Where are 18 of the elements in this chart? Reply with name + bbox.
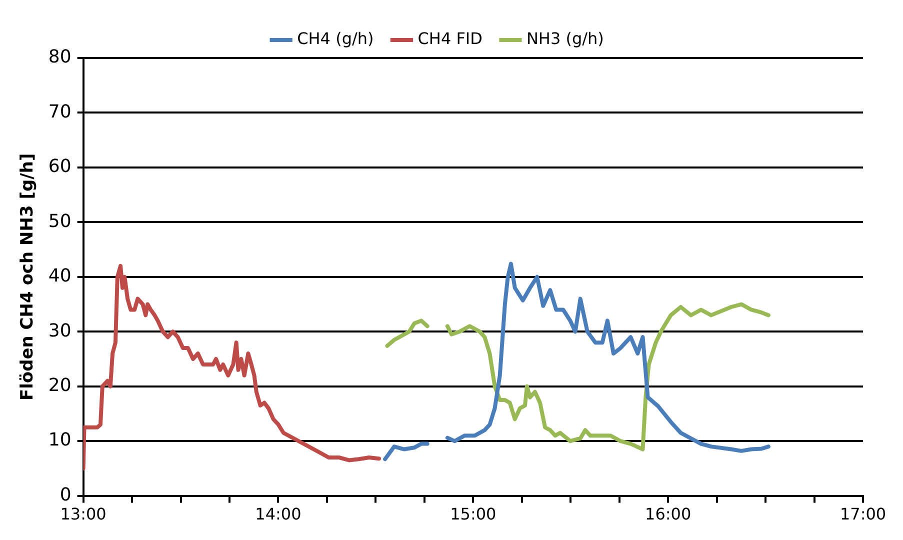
- x-tick-label: 16:00: [645, 504, 692, 524]
- y-tick-label: 50: [48, 210, 72, 232]
- x-tick-label: 13:00: [60, 504, 106, 524]
- y-tick-label: 10: [48, 430, 72, 451]
- x-tick-label: 14:00: [255, 504, 302, 524]
- y-tick-label: 60: [48, 156, 72, 178]
- y-axis-title: Flöden CH4 och NH3 [g/h]: [18, 153, 38, 401]
- x-tick-label: 15:00: [450, 504, 496, 524]
- x-tick-label: 17:00: [840, 504, 886, 524]
- legend-label: CH4 (g/h): [297, 29, 374, 48]
- y-tick-label: 80: [48, 46, 72, 68]
- y-tick-label: 70: [48, 101, 72, 122]
- legend-label: NH3 (g/h): [526, 29, 604, 48]
- y-tick-label: 0: [60, 484, 72, 506]
- y-tick-label: 20: [48, 375, 72, 396]
- legend-label: CH4 FID: [418, 29, 482, 48]
- y-tick-label: 30: [48, 320, 72, 342]
- y-tick-label: 40: [48, 266, 72, 287]
